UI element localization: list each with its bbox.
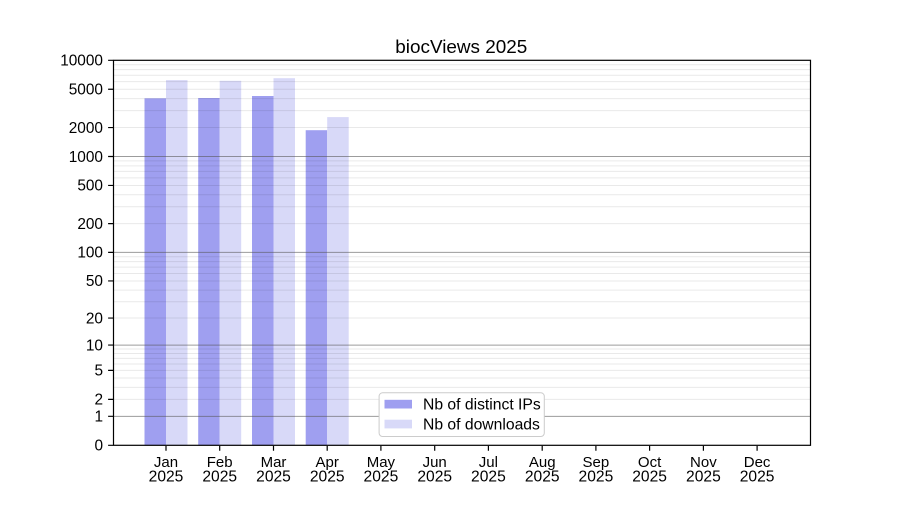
svg-text:biocViews 2025: biocViews 2025 bbox=[395, 37, 527, 58]
svg-text:May: May bbox=[367, 454, 396, 471]
svg-text:2025: 2025 bbox=[256, 468, 291, 485]
svg-text:2025: 2025 bbox=[310, 468, 345, 485]
svg-text:2025: 2025 bbox=[632, 468, 667, 485]
svg-text:Aug: Aug bbox=[529, 454, 556, 471]
svg-text:Jul: Jul bbox=[479, 454, 498, 471]
svg-text:10000: 10000 bbox=[60, 53, 103, 70]
svg-text:Jan: Jan bbox=[154, 454, 178, 471]
svg-text:2025: 2025 bbox=[417, 468, 452, 485]
svg-text:2025: 2025 bbox=[202, 468, 237, 485]
svg-text:1: 1 bbox=[94, 409, 103, 426]
svg-text:500: 500 bbox=[77, 178, 103, 195]
svg-text:Nb of downloads: Nb of downloads bbox=[423, 417, 540, 434]
svg-text:Nov: Nov bbox=[690, 454, 717, 471]
svg-text:10: 10 bbox=[86, 337, 103, 354]
svg-text:2: 2 bbox=[94, 392, 103, 409]
svg-text:Dec: Dec bbox=[744, 454, 771, 471]
svg-text:5: 5 bbox=[94, 363, 103, 380]
svg-text:Jun: Jun bbox=[423, 454, 447, 471]
svg-text:2025: 2025 bbox=[525, 468, 560, 485]
svg-text:200: 200 bbox=[77, 216, 103, 233]
svg-text:Sep: Sep bbox=[583, 454, 610, 471]
svg-text:Apr: Apr bbox=[316, 454, 339, 471]
svg-text:Oct: Oct bbox=[638, 454, 662, 471]
svg-text:2025: 2025 bbox=[364, 468, 399, 485]
svg-text:0: 0 bbox=[94, 438, 103, 455]
svg-text:2025: 2025 bbox=[149, 468, 184, 485]
svg-text:Feb: Feb bbox=[207, 454, 233, 471]
svg-text:50: 50 bbox=[86, 273, 103, 290]
svg-text:2025: 2025 bbox=[740, 468, 775, 485]
svg-text:2025: 2025 bbox=[471, 468, 506, 485]
svg-text:Nb of distinct IPs: Nb of distinct IPs bbox=[423, 397, 541, 414]
svg-text:100: 100 bbox=[77, 245, 103, 262]
svg-text:1000: 1000 bbox=[69, 149, 103, 166]
svg-text:2000: 2000 bbox=[69, 120, 103, 137]
svg-text:Mar: Mar bbox=[261, 454, 287, 471]
svg-text:2025: 2025 bbox=[686, 468, 721, 485]
svg-text:5000: 5000 bbox=[69, 82, 103, 99]
svg-text:2025: 2025 bbox=[579, 468, 614, 485]
svg-text:20: 20 bbox=[86, 310, 103, 327]
